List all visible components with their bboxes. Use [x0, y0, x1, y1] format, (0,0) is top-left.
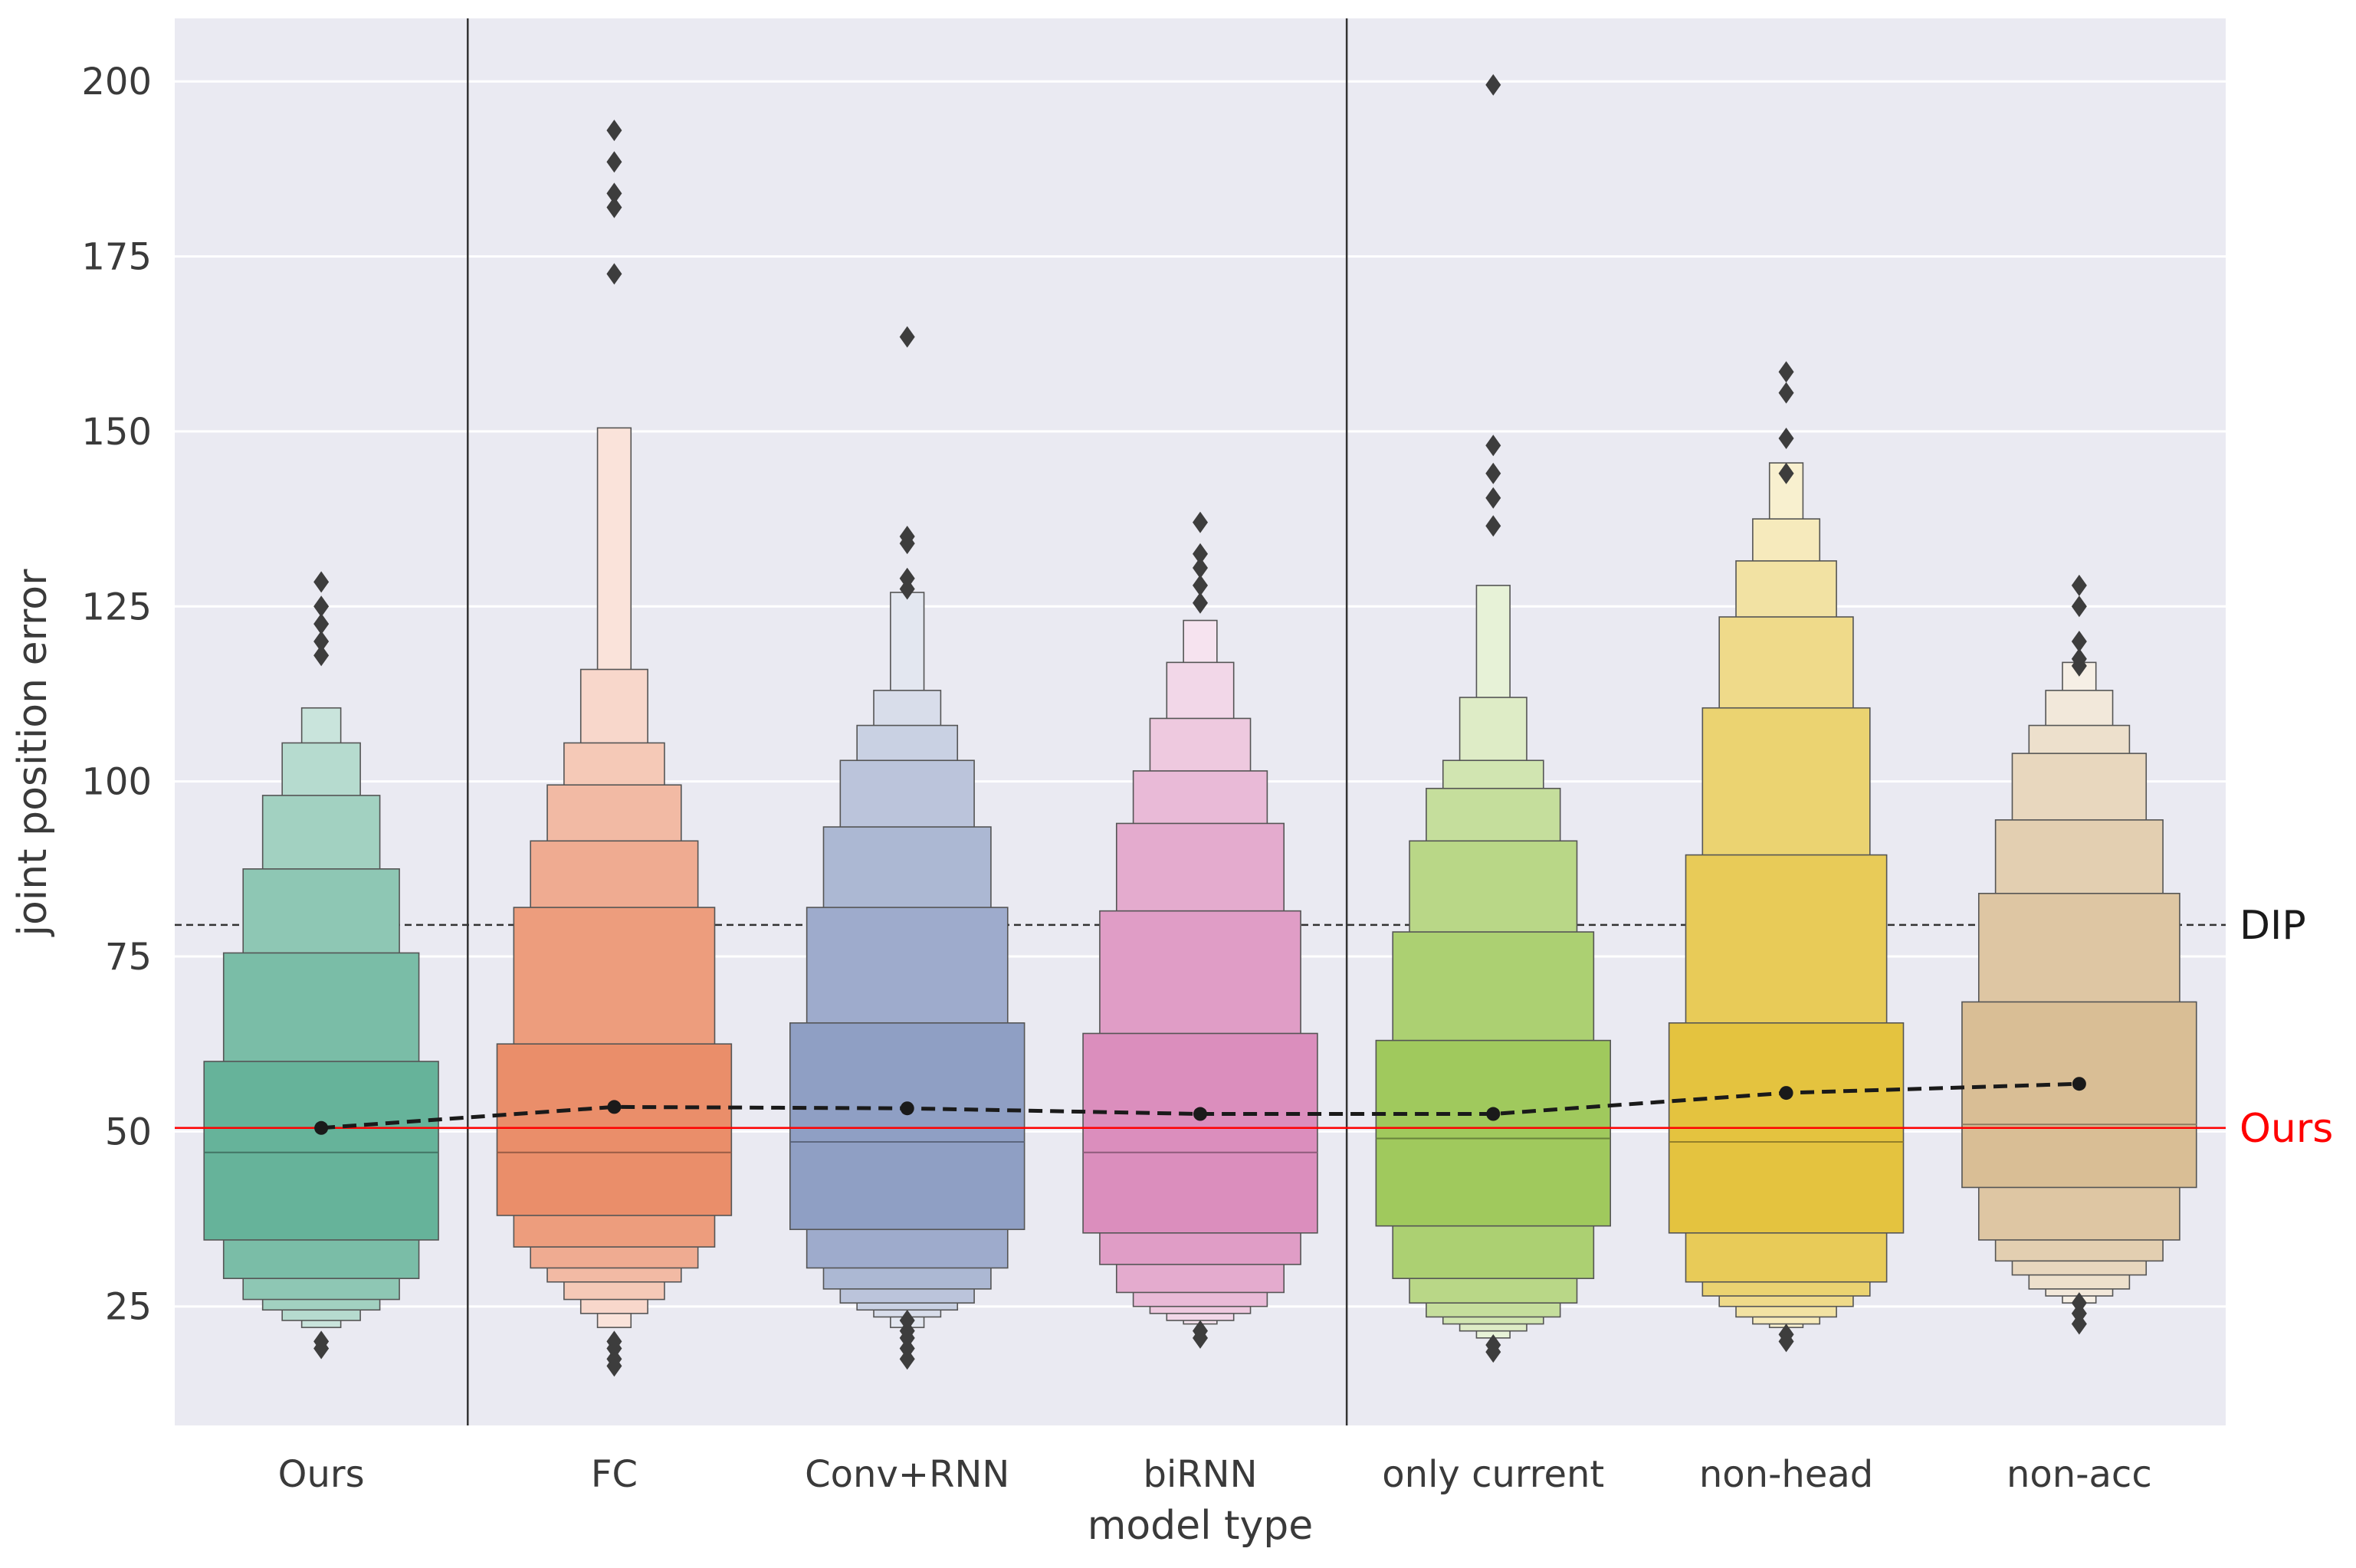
- y-axis-label: joint position error: [10, 569, 56, 937]
- outlier-point: [606, 196, 622, 218]
- outlier-point: [1193, 592, 1208, 614]
- outlier-point: [313, 571, 330, 593]
- boxen-conv-rnn: [789, 326, 1025, 1370]
- y-tick-label: 150: [81, 411, 152, 454]
- outlier-point: [2071, 595, 2087, 618]
- x-tick-labels: Ours FC Conv+RNN biRNN only current non-head n…: [278, 1453, 2152, 1496]
- mean-point: [1486, 1107, 1501, 1121]
- mean-line-layer: [314, 1077, 2086, 1135]
- outlier-point: [2071, 630, 2087, 652]
- x-tick-label: biRNN: [1144, 1453, 1258, 1496]
- outlier-point: [899, 567, 915, 589]
- y-tick-label: 75: [105, 936, 152, 979]
- outlier-point: [606, 151, 622, 173]
- mean-point: [900, 1101, 914, 1116]
- mean-point: [2072, 1077, 2086, 1091]
- x-axis-label: model type: [1088, 1503, 1314, 1549]
- outlier-point: [899, 525, 915, 547]
- x-tick-label: non-head: [1699, 1453, 1873, 1496]
- boxen-level: [496, 1043, 733, 1216]
- x-tick-label: FC: [591, 1453, 638, 1496]
- outlier-point: [313, 1330, 330, 1353]
- outlier-point: [1485, 74, 1501, 96]
- outlier-point: [1485, 435, 1501, 457]
- outlier-point: [1193, 557, 1208, 579]
- outlier-point: [899, 1309, 915, 1331]
- boxen-ours: [203, 571, 439, 1360]
- mean-point: [1779, 1086, 1793, 1101]
- outlier-point: [1193, 511, 1208, 533]
- x-tick-label: Conv+RNN: [805, 1453, 1009, 1496]
- outlier-point: [606, 120, 622, 142]
- outlier-point: [1778, 462, 1794, 484]
- reference-label-ours: Ours: [2240, 1106, 2333, 1152]
- reference-label-dip: DIP: [2240, 903, 2306, 949]
- outlier-point: [2071, 1292, 2087, 1314]
- y-tick-label: 125: [81, 586, 152, 628]
- outlier-point: [1485, 487, 1501, 509]
- boxen-non-acc: [1961, 574, 2197, 1335]
- boxen-level: [1375, 1039, 1612, 1227]
- boxen-level: [203, 1061, 439, 1241]
- boxen-birnn: [1082, 511, 1318, 1349]
- outlier-point: [313, 630, 330, 652]
- y-tick-label: 175: [81, 236, 152, 279]
- outlier-point: [1193, 1320, 1208, 1342]
- outlier-point: [1485, 462, 1501, 484]
- boxen-level: [1961, 1001, 2197, 1189]
- outlier-point: [606, 263, 622, 285]
- x-tick-label: only current: [1382, 1453, 1604, 1496]
- outlier-point: [313, 595, 330, 618]
- outlier-point: [1778, 428, 1794, 450]
- y-tick-label: 25: [105, 1286, 152, 1329]
- outlier-point: [1485, 1333, 1501, 1356]
- outlier-point: [1778, 361, 1794, 383]
- outlier-point: [2071, 574, 2087, 596]
- y-tick-label: 50: [105, 1110, 152, 1153]
- y-tick-label: 100: [81, 761, 152, 804]
- y-tick-label: 200: [81, 61, 152, 103]
- outlier-point: [1193, 543, 1208, 565]
- outlier-point: [1778, 1324, 1794, 1346]
- x-tick-label: non-acc: [2007, 1453, 2152, 1496]
- outlier-point: [1193, 574, 1208, 596]
- outlier-point: [899, 326, 915, 348]
- y-tick-labels: 25 50 75 100 125 150 175 200: [81, 61, 152, 1329]
- boxen-plots: [203, 74, 2197, 1377]
- outlier-point: [606, 182, 622, 205]
- x-tick-label: Ours: [278, 1453, 365, 1496]
- mean-point: [314, 1120, 329, 1135]
- mean-point: [1193, 1107, 1207, 1121]
- outlier-point: [2071, 648, 2087, 670]
- outlier-point: [1485, 515, 1501, 537]
- outlier-point: [313, 613, 330, 635]
- outlier-point: [606, 1330, 622, 1353]
- boxen-level: [1082, 1032, 1318, 1234]
- boxen-fc: [496, 120, 733, 1377]
- boxen-level: [789, 1022, 1025, 1231]
- outlier-point: [1778, 382, 1794, 404]
- outlier-point: [313, 645, 330, 667]
- boxen-only-current: [1375, 74, 1612, 1363]
- mean-point: [607, 1100, 622, 1114]
